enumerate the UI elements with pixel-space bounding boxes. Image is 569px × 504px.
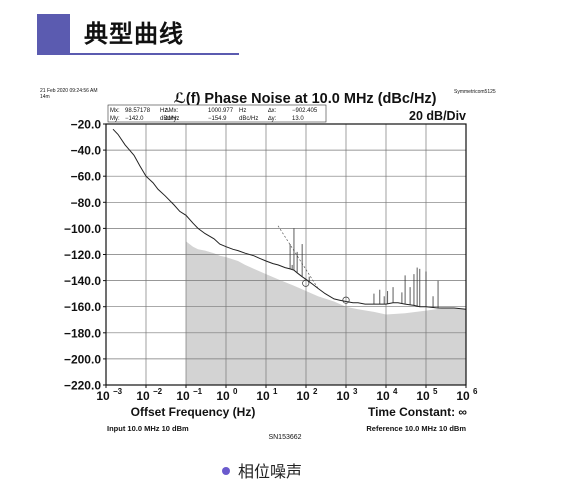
- x-tick-label: 10: [216, 389, 230, 403]
- y-tick-label: −80.0: [71, 196, 102, 210]
- x-tick-exponent: −3: [113, 387, 123, 396]
- y-tick-label: −40.0: [71, 144, 102, 158]
- x-tick-label: 10: [376, 389, 390, 403]
- reference-slope-line: [277, 225, 319, 289]
- time-constant-label: Time Constant: ∞: [368, 405, 467, 419]
- reference-label: Reference 10.0 MHz 10 dBm: [366, 424, 466, 433]
- marker-readout-cell: ∆My:: [165, 115, 179, 122]
- noise-floor-area: [186, 241, 466, 385]
- x-tick-exponent: −2: [153, 387, 163, 396]
- marker-readout-box: Mx: 98.57178 Hz∆Mx: 1000.977 Hz ∆x: −902.405My…: [107, 104, 327, 123]
- marker-readout-cell: ∆Mx:: [165, 107, 179, 114]
- instrument-label: Symmetricom5125: [454, 89, 496, 95]
- marker-readout-cell: 98.57178: [125, 108, 151, 114]
- marker-readout-cell: ∆x:: [268, 107, 277, 114]
- x-tick-exponent: 4: [393, 387, 398, 396]
- caption-bullet-icon: [222, 466, 230, 475]
- marker-readout-cell: dBc/Hz: [160, 116, 179, 122]
- x-tick-exponent: 2: [313, 387, 318, 396]
- chart-caption: 相位噪声: [222, 458, 302, 482]
- chart-title: ℒ(f) Phase Noise at 10.0 MHz (dBc/Hz): [174, 91, 437, 107]
- x-tick-label: 10: [96, 389, 110, 403]
- x-tick-label: 10: [296, 389, 310, 403]
- x-tick-label: 10: [416, 389, 430, 403]
- x-tick-exponent: 5: [433, 387, 438, 396]
- scale-label: 20 dB/Div: [409, 109, 466, 123]
- marker-readout-cell: dBc/Hz: [239, 116, 258, 122]
- phase-noise-trace: [112, 128, 467, 310]
- marker-readout-cell: Hz: [160, 108, 167, 114]
- timestamp-sub-label: 14m: [40, 94, 50, 100]
- x-tick-label: 10: [176, 389, 190, 403]
- marker-readout-cell: Mx:: [110, 108, 120, 114]
- marker-readout-cell: 1000.977: [208, 108, 234, 114]
- marker-point: [302, 279, 310, 287]
- y-tick-label: −20.0: [71, 118, 102, 132]
- marker-point: [342, 296, 350, 304]
- y-tick-label: −180.0: [64, 326, 101, 340]
- marker-readout-cell: My:: [110, 116, 120, 122]
- x-tick-exponent: 0: [233, 387, 238, 396]
- y-tick-label: −140.0: [64, 274, 101, 288]
- x-tick-exponent: 3: [353, 387, 358, 396]
- y-tick-label: −100.0: [64, 222, 101, 236]
- x-tick-label: 10: [256, 389, 270, 403]
- page-title: 典型曲线: [84, 20, 184, 48]
- marker-readout-cell: 13.0: [292, 116, 304, 122]
- x-tick-label: 10: [456, 389, 470, 403]
- header-underline: [37, 53, 239, 55]
- marker-readout-cell: −902.405: [292, 108, 318, 114]
- timestamp-label: 21 Feb 2020 09:24:56 AM: [40, 88, 98, 94]
- y-tick-label: −220.0: [64, 379, 101, 393]
- marker-readout-cell: ∆y:: [268, 115, 277, 122]
- header-accent-block: [37, 14, 70, 54]
- serial-label: SN153662: [268, 434, 301, 441]
- marker-readout-cell: Hz: [239, 108, 246, 114]
- marker-readout-cell: −154.9: [208, 116, 227, 122]
- y-tick-label: −60.0: [71, 170, 102, 184]
- caption-text: 相位噪声: [238, 462, 303, 481]
- y-tick-label: −200.0: [64, 352, 101, 366]
- y-tick-label: −120.0: [64, 248, 101, 262]
- x-axis-label: Offset Frequency (Hz): [131, 405, 256, 419]
- x-tick-exponent: −1: [193, 387, 203, 396]
- x-tick-label: 10: [136, 389, 150, 403]
- x-tick-exponent: 1: [273, 387, 278, 396]
- x-tick-label: 10: [336, 389, 350, 403]
- x-tick-exponent: 6: [473, 387, 478, 396]
- marker-readout-cell: −142.0: [125, 116, 144, 122]
- y-tick-label: −160.0: [64, 300, 101, 314]
- input-label: Input 10.0 MHz 10 dBm: [107, 424, 189, 433]
